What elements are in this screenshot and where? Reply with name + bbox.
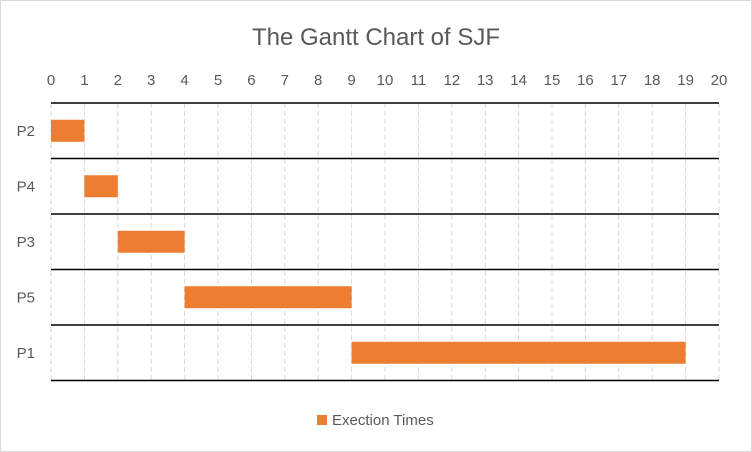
y-axis-categories: P2 P4 P3 P5 P1 bbox=[17, 123, 35, 362]
x-tick-label: 9 bbox=[347, 72, 355, 89]
x-tick-label: 19 bbox=[677, 72, 694, 89]
row-separators bbox=[51, 102, 719, 382]
x-tick-label: 10 bbox=[377, 72, 394, 89]
x-tick-label: 7 bbox=[281, 72, 289, 89]
category-label: P4 bbox=[17, 178, 35, 195]
legend: Exection Times bbox=[317, 412, 434, 429]
chart-title: The Gantt Chart of SJF bbox=[252, 24, 500, 51]
x-tick-label: 4 bbox=[180, 72, 188, 89]
legend-label: Exection Times bbox=[332, 412, 434, 429]
category-label: P3 bbox=[17, 234, 35, 251]
bar-p5 bbox=[184, 286, 352, 309]
x-tick-label: 20 bbox=[711, 72, 728, 89]
category-label: P1 bbox=[17, 345, 35, 362]
category-label: P2 bbox=[17, 123, 35, 140]
x-tick-label: 1 bbox=[80, 72, 88, 89]
bar-p3 bbox=[117, 230, 185, 253]
x-tick-label: 8 bbox=[314, 72, 322, 89]
x-axis-ticks: 0 1 2 3 4 5 6 7 8 9 10 11 12 13 14 15 16 17 18 19 20 bbox=[47, 72, 728, 89]
x-tick-label: 2 bbox=[114, 72, 122, 89]
x-tick-label: 0 bbox=[47, 72, 55, 89]
bar-p2 bbox=[51, 119, 85, 142]
x-tick-label: 5 bbox=[214, 72, 222, 89]
bars bbox=[51, 119, 686, 364]
bar-p1 bbox=[351, 341, 686, 364]
legend-swatch bbox=[317, 415, 327, 425]
x-tick-label: 16 bbox=[577, 72, 594, 89]
x-tick-label: 17 bbox=[610, 72, 627, 89]
x-tick-label: 15 bbox=[544, 72, 561, 89]
x-tick-label: 6 bbox=[247, 72, 255, 89]
x-tick-label: 12 bbox=[443, 72, 460, 89]
x-tick-label: 3 bbox=[147, 72, 155, 89]
bar-p4 bbox=[84, 175, 118, 198]
x-tick-label: 11 bbox=[411, 72, 427, 89]
x-tick-label: 13 bbox=[477, 72, 494, 89]
category-label: P5 bbox=[17, 289, 35, 306]
x-tick-label: 14 bbox=[510, 72, 527, 89]
x-tick-label: 18 bbox=[644, 72, 661, 89]
